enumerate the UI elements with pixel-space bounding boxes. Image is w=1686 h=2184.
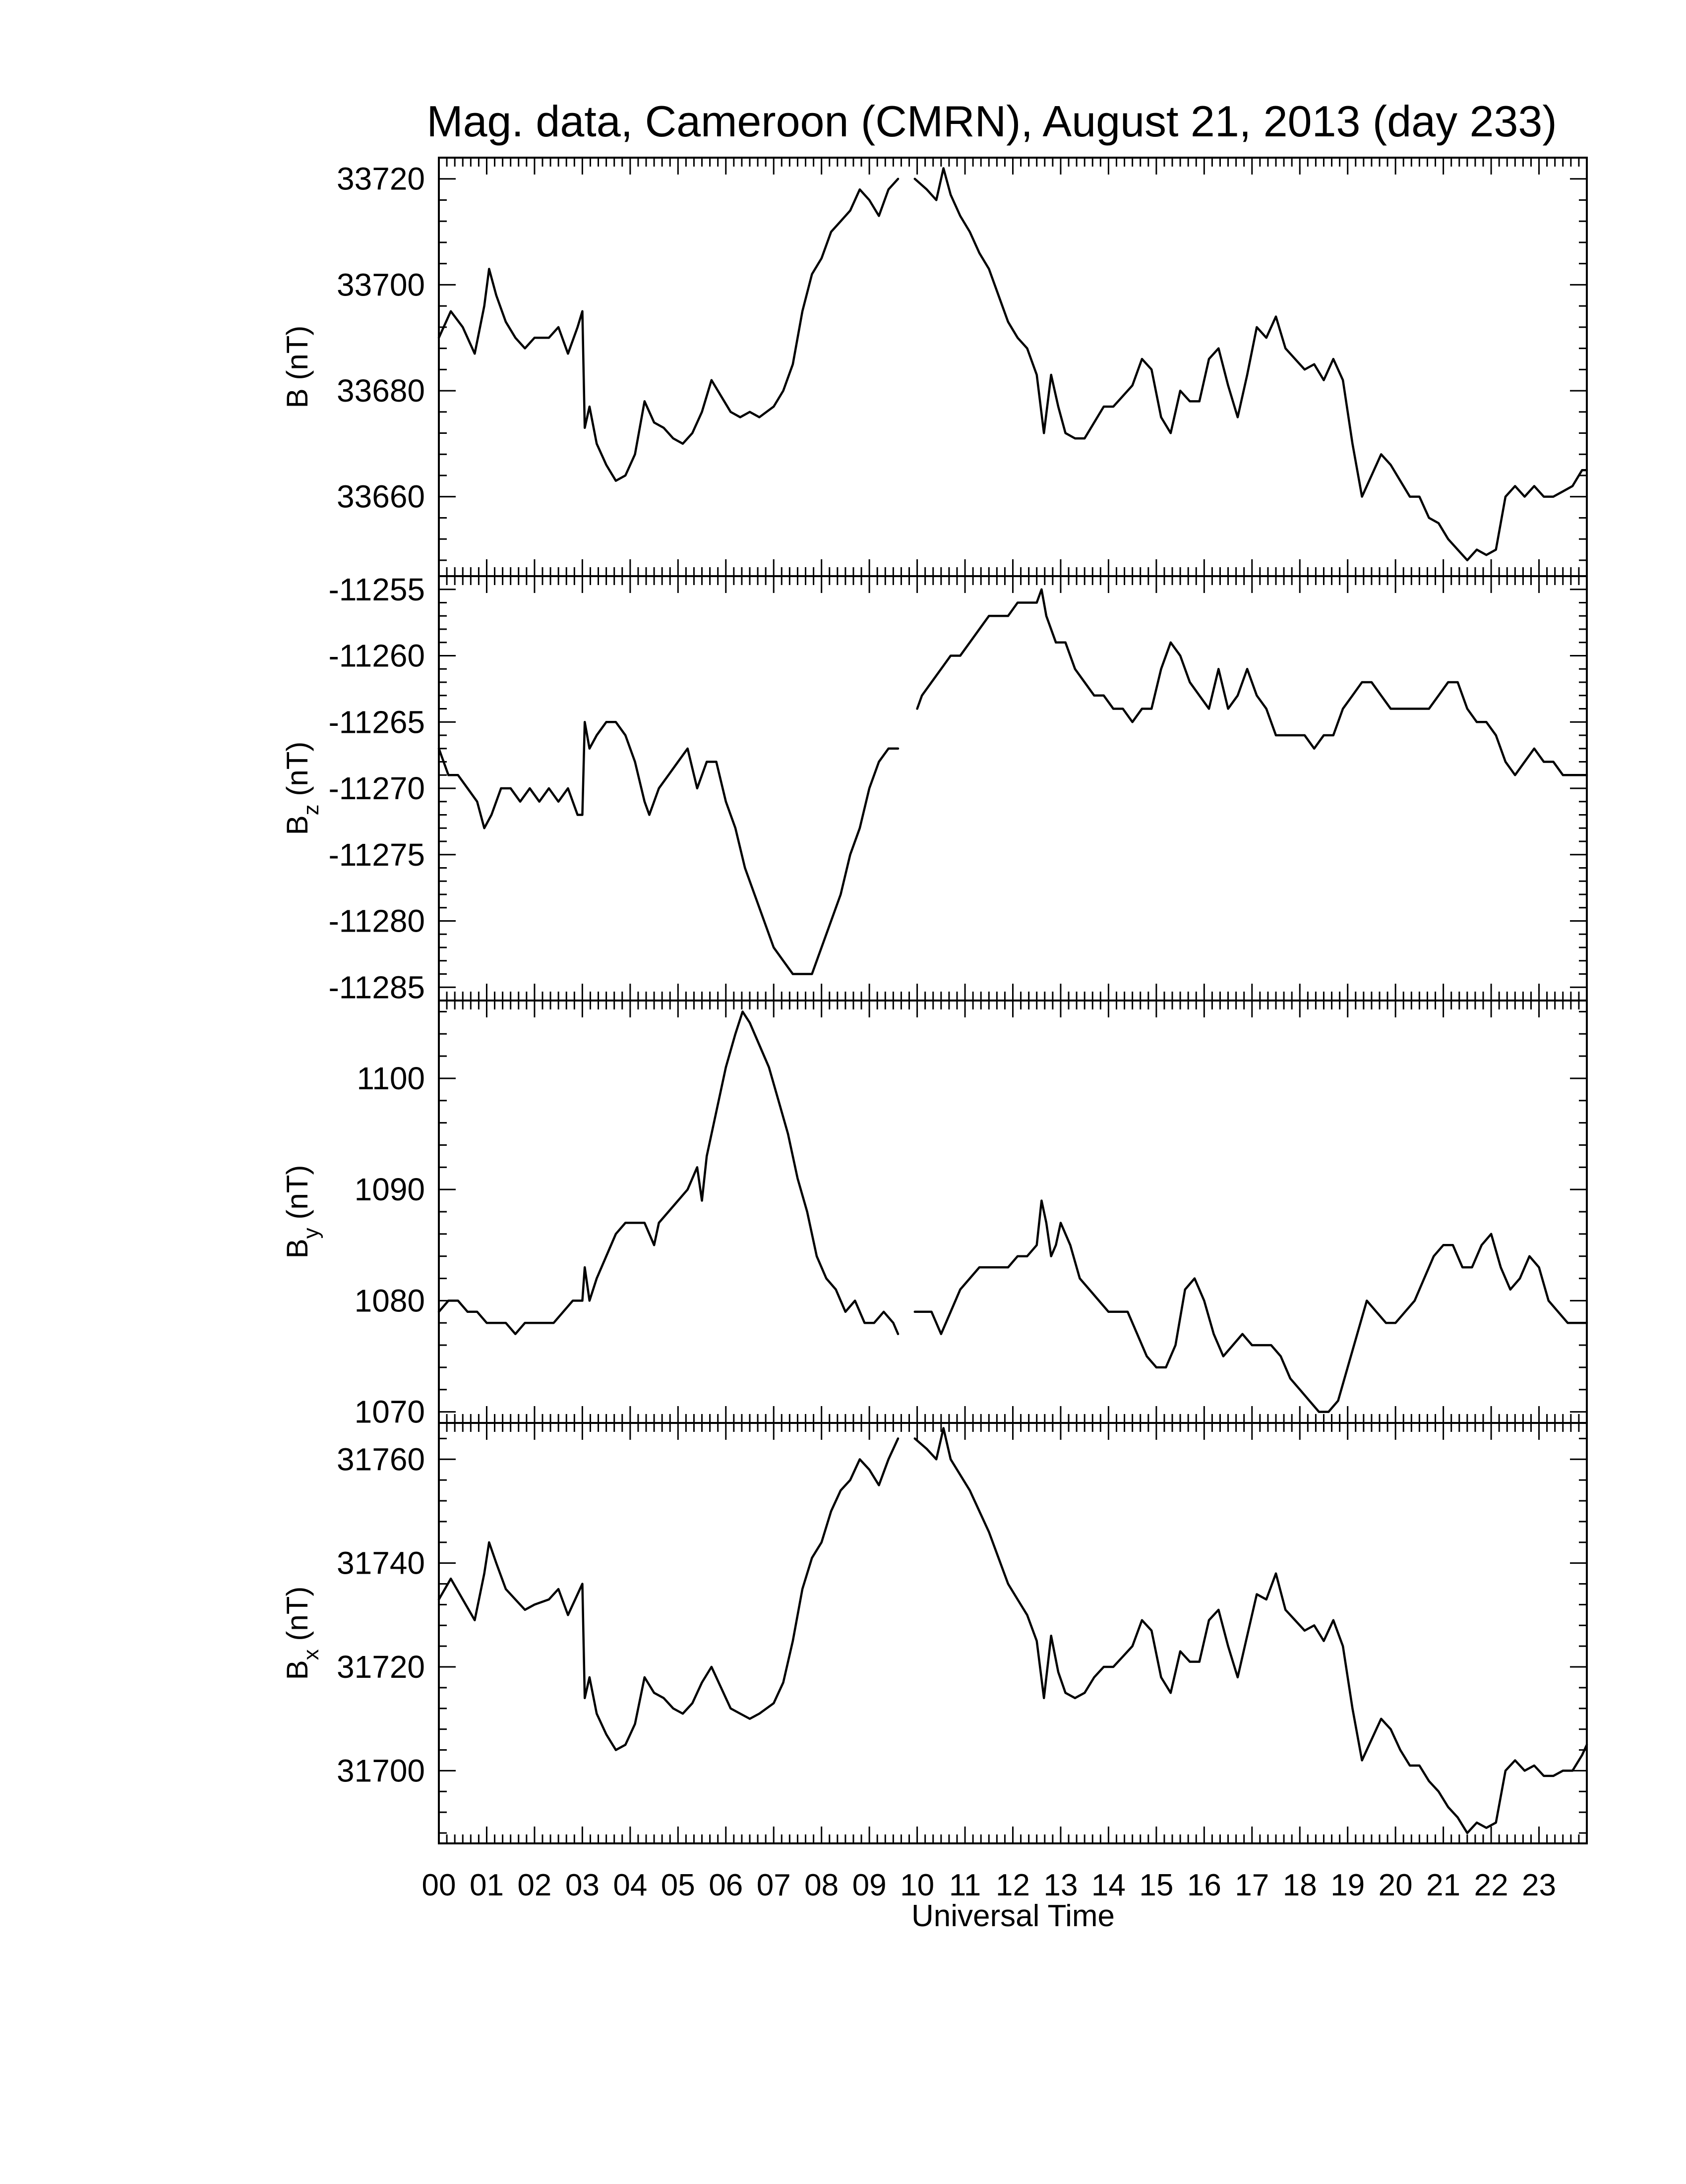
y-axis-label-subscript: y: [299, 1228, 323, 1239]
y-axis-label: By (nT): [281, 1165, 323, 1259]
y-tick-label: -11285: [328, 969, 425, 1005]
y-tick-label: -11260: [328, 638, 425, 674]
y-axis-label: Bx (nT): [281, 1587, 323, 1680]
series-line-segment-2: [913, 167, 1588, 562]
y-tick-label: 33720: [337, 161, 425, 197]
y-tick-label: -11275: [328, 837, 425, 873]
y-tick-label: 1090: [355, 1172, 425, 1207]
x-tick-label: 20: [1379, 1868, 1413, 1902]
y-axis-label-unit: (nT): [281, 326, 314, 389]
x-tick-label: 19: [1330, 1868, 1365, 1902]
y-axis-label-unit: (nT): [281, 1165, 314, 1228]
series-line-segment-1: [437, 177, 900, 482]
y-tick-label: -11280: [328, 903, 425, 939]
x-tick-label: 02: [517, 1868, 551, 1902]
x-tick-labels: 00 01 02 03 04 05 06 07 08 09 10 11 12 13 14 15 16 17 18 19…: [422, 1868, 1557, 1902]
y-tick-label: -11265: [328, 704, 425, 740]
series-line-segment-1: [437, 721, 900, 975]
x-tick-label: 00: [422, 1868, 456, 1902]
y-tick-label: 31700: [337, 1753, 425, 1788]
y-tick-label: 33700: [337, 267, 425, 302]
y-axis-label-main: B: [281, 1239, 314, 1258]
y-axis-label-main: B: [281, 815, 314, 835]
x-tick-label: 04: [613, 1868, 647, 1902]
chart-title: Mag. data, Cameroon (CMRN), August 21, 2…: [426, 97, 1557, 146]
x-tick-label: 14: [1091, 1868, 1126, 1902]
y-axis-label-subscript: x: [299, 1649, 323, 1660]
x-tick-label: 10: [900, 1868, 934, 1902]
y-tick-label: 1100: [357, 1061, 425, 1096]
series-line-segment-1: [437, 1010, 900, 1335]
y-axis-label: Bz (nT): [281, 742, 323, 835]
x-tick-label: 08: [804, 1868, 839, 1902]
y-axis-label-subscript: z: [299, 804, 323, 815]
x-tick-label: 17: [1235, 1868, 1269, 1902]
panel-1: 33660 33680 33700 33720 B (nT): [281, 157, 1588, 577]
y-tick-label: -11255: [328, 572, 425, 607]
series-line-segment-2: [913, 1427, 1588, 1834]
y-tick-label: 1080: [355, 1283, 425, 1318]
series-line-segment-1: [437, 1437, 900, 1751]
y-tick-label: -11270: [328, 770, 425, 806]
y-tick-label: 31760: [337, 1441, 425, 1477]
y-axis-label-main: B: [281, 388, 314, 408]
panels: 33660 33680 33700 33720 B (nT) -11255 -11260 -1…: [281, 157, 1588, 1902]
y-axis-label: B (nT): [281, 326, 314, 409]
x-tick-label: 18: [1283, 1868, 1317, 1902]
series-line-segment-2: [913, 1199, 1588, 1413]
y-axis-label-unit: (nT): [281, 1587, 314, 1650]
x-tick-label: 23: [1522, 1868, 1556, 1902]
x-tick-label: 01: [470, 1868, 504, 1902]
y-axis-label-main: B: [281, 1660, 314, 1680]
series-line-segment-2: [916, 588, 1588, 776]
x-tick-label: 05: [661, 1868, 695, 1902]
x-tick-label: 09: [852, 1868, 887, 1902]
x-tick-label: 16: [1187, 1868, 1221, 1902]
x-tick-label: 11: [949, 1868, 981, 1902]
x-tick-label: 03: [565, 1868, 600, 1902]
x-tick-label: 22: [1474, 1868, 1508, 1902]
y-tick-label: 1070: [355, 1394, 425, 1430]
y-axis-label-unit: (nT): [281, 742, 314, 805]
y-tick-label: 33660: [337, 479, 425, 515]
x-tick-label: 07: [757, 1868, 791, 1902]
x-axis-label: Universal Time: [911, 1899, 1115, 1933]
panel-4: 31700 31720 31740 31760 Bx (nT): [281, 1422, 1588, 1844]
x-tick-label: 06: [709, 1868, 743, 1902]
y-tick-label: 33680: [337, 373, 425, 409]
y-tick-label: 31740: [337, 1545, 425, 1581]
x-tick-label: 15: [1139, 1868, 1173, 1902]
x-tick-label: 21: [1426, 1868, 1460, 1902]
y-tick-label: 31720: [337, 1649, 425, 1685]
x-tick-label: 13: [1043, 1868, 1078, 1902]
x-tick-label: 12: [996, 1868, 1030, 1902]
